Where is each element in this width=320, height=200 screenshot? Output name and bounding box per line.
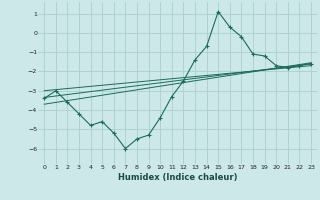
X-axis label: Humidex (Indice chaleur): Humidex (Indice chaleur) bbox=[118, 173, 237, 182]
